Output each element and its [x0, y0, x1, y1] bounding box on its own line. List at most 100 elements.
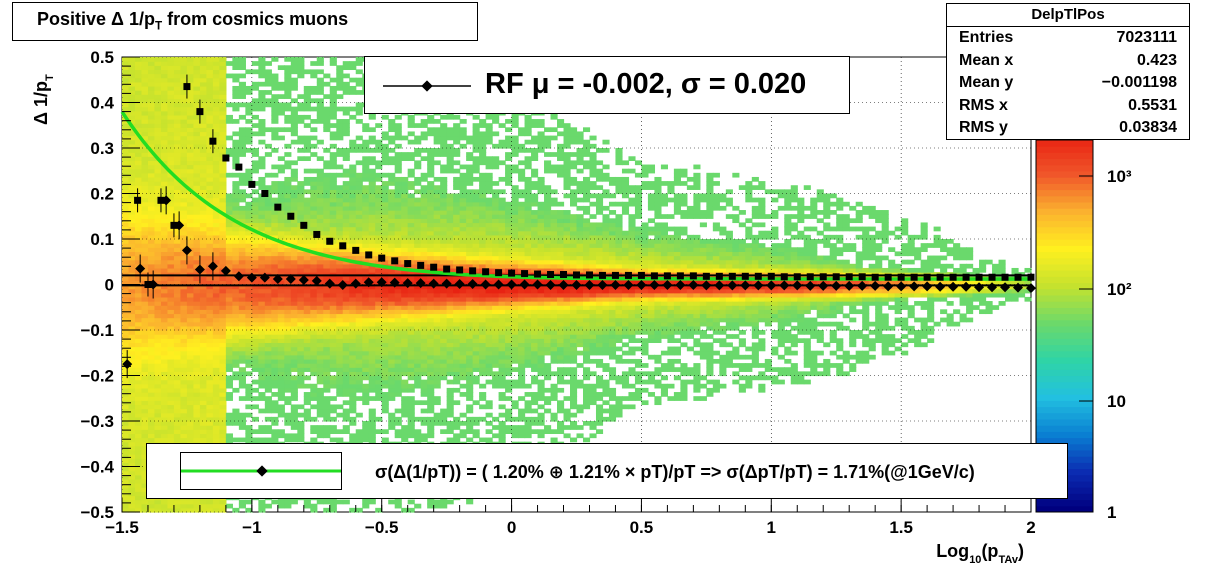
- heatmap-cell: [128, 136, 135, 141]
- heatmap-cell: [336, 404, 343, 409]
- heatmap-cell: [414, 165, 421, 170]
- heatmap-cell: [278, 301, 285, 306]
- heatmap-cell: [213, 181, 220, 186]
- heatmap-cell: [291, 202, 298, 207]
- heatmap-cell: [200, 251, 207, 256]
- heatmap-cell: [161, 355, 168, 360]
- heatmap-cell: [343, 82, 350, 87]
- heatmap-cell: [219, 243, 226, 248]
- heatmap-cell: [200, 305, 207, 310]
- heatmap-cell: [174, 313, 181, 318]
- heatmap-cell: [206, 169, 213, 174]
- heatmap-cell: [258, 429, 265, 434]
- heatmap-cell: [375, 297, 382, 302]
- heatmap-cell: [291, 65, 298, 70]
- heatmap-cell: [174, 429, 181, 434]
- heatmap-cell: [395, 384, 402, 389]
- heatmap-cell: [317, 318, 324, 323]
- heatmap-cell: [128, 442, 135, 447]
- heatmap-cell: [291, 264, 298, 269]
- heatmap-cell: [414, 355, 421, 360]
- heatmap-cell: [336, 367, 343, 372]
- heatmap-cell: [427, 247, 434, 252]
- heatmap-cell: [245, 260, 252, 265]
- heatmap-cell: [317, 433, 324, 438]
- heatmap-cell: [180, 338, 187, 343]
- heatmap-cell: [356, 371, 363, 376]
- heatmap-cell: [187, 438, 194, 443]
- heatmap-cell: [258, 165, 265, 170]
- heatmap-cell: [148, 268, 155, 273]
- heatmap-cell: [193, 396, 200, 401]
- heatmap-cell: [401, 214, 408, 219]
- heatmap-cell: [310, 98, 317, 103]
- heatmap-cell: [317, 78, 324, 83]
- heatmap-cell: [349, 421, 356, 426]
- heatmap-cell: [174, 247, 181, 252]
- heatmap-cell: [161, 421, 168, 426]
- heatmap-cell: [148, 202, 155, 207]
- heatmap-cell: [128, 471, 135, 476]
- heatmap-cell: [421, 136, 428, 141]
- heatmap-cell: [128, 268, 135, 273]
- heatmap-cell: [447, 309, 454, 314]
- heatmap-cell: [440, 318, 447, 323]
- heatmap-cell: [187, 115, 194, 120]
- heatmap-cell: [128, 231, 135, 236]
- heatmap-cell: [284, 198, 291, 203]
- heatmap-cell: [180, 65, 187, 70]
- heatmap-cell: [180, 367, 187, 372]
- heatmap-cell: [141, 107, 148, 112]
- heatmap-cell: [265, 363, 272, 368]
- heatmap-cell: [278, 504, 285, 509]
- heatmap-cell: [323, 231, 330, 236]
- heatmap-cell: [362, 206, 369, 211]
- heatmap-cell: [460, 309, 467, 314]
- heatmap-cell: [310, 61, 317, 66]
- heatmap-cell: [479, 392, 486, 397]
- heatmap-cell: [141, 239, 148, 244]
- heatmap-cell: [141, 342, 148, 347]
- heatmap-cell: [356, 61, 363, 66]
- heatmap-cell: [200, 260, 207, 265]
- heatmap-cell: [278, 305, 285, 310]
- heatmap-cell: [304, 264, 311, 269]
- heatmap-cell: [245, 384, 252, 389]
- heatmap-cell: [187, 227, 194, 232]
- heatmap-cell: [219, 198, 226, 203]
- heatmap-cell: [343, 264, 350, 269]
- heatmap-cell: [122, 194, 129, 199]
- heatmap-cell: [382, 392, 389, 397]
- heatmap-cell: [128, 404, 135, 409]
- heatmap-cell: [317, 177, 324, 182]
- heatmap-cell: [414, 136, 421, 141]
- heatmap-cell: [128, 78, 135, 83]
- heatmap-cell: [174, 210, 181, 215]
- heatmap-cell: [453, 305, 460, 310]
- heatmap-cell: [193, 318, 200, 323]
- heatmap-cell: [174, 363, 181, 368]
- heatmap-cell: [265, 301, 272, 306]
- heatmap-cell: [174, 115, 181, 120]
- heatmap-cell: [122, 169, 129, 174]
- heatmap-cell: [219, 119, 226, 124]
- heatmap-cell: [213, 388, 220, 393]
- heatmap-cell: [245, 429, 252, 434]
- heatmap-cell: [206, 297, 213, 302]
- heatmap-cell: [200, 218, 207, 223]
- heatmap-cell: [154, 131, 161, 136]
- heatmap-cell: [193, 86, 200, 91]
- heatmap-cell: [271, 185, 278, 190]
- heatmap-cell: [278, 313, 285, 318]
- heatmap-cell: [310, 318, 317, 323]
- heatmap-cell: [408, 293, 415, 298]
- heatmap-cell: [245, 351, 252, 356]
- heatmap-cell: [252, 235, 259, 240]
- heatmap-cell: [375, 330, 382, 335]
- heatmap-cell: [395, 380, 402, 385]
- heatmap-cell: [466, 169, 473, 174]
- heatmap-cell: [460, 198, 467, 203]
- heatmap-cell: [180, 309, 187, 314]
- heatmap-cell: [219, 206, 226, 211]
- heatmap-cell: [408, 409, 415, 414]
